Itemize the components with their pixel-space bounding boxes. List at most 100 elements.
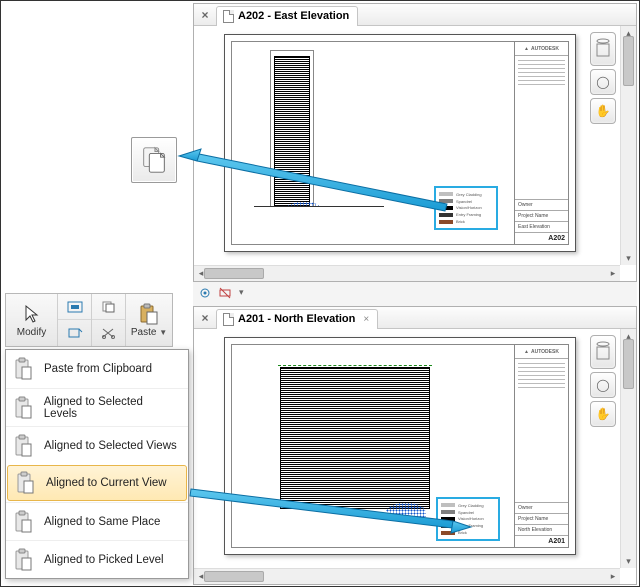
clipboard-icon [12,509,34,535]
copy-icon [139,145,169,175]
chevron-down-icon[interactable]: ▾ [239,287,253,301]
paste-menu-item[interactable]: Aligned to Current View [7,465,187,501]
menu-item-label: Aligned to Selected Views [44,440,177,452]
menu-item-label: Aligned to Picked Level [44,554,164,566]
scrollbar-horizontal[interactable]: ◂▸ [194,265,620,281]
legend-label: Spandrel [456,199,472,204]
owner-label: Owner [515,200,568,211]
sheet-icon [223,313,234,326]
legend-row: Brick [439,219,493,224]
modify-tool[interactable]: Modify [6,294,58,346]
legend-label: Vision/Horizon [458,516,484,521]
legend-swatch [439,206,453,210]
legend-highlight[interactable]: Grey Cladding SpandrelVision/Horizon Entry… [436,497,500,541]
project-name: Project Name [515,514,568,525]
scrollbar-horizontal[interactable]: ◂▸ [194,568,620,584]
legend-label: Grey Cladding [456,192,482,197]
drawing-sheet: ▲ AUTODESK Owner Project Name East Eleva… [224,34,576,252]
tab-a201[interactable]: A201 - North Elevation × [216,309,378,329]
paste-menu-item[interactable]: Aligned to Selected Levels [6,388,188,426]
tab-title: A201 - North Elevation [238,313,355,325]
reveal-icon[interactable] [219,287,233,301]
canvas-east[interactable]: ▲ AUTODESK Owner Project Name East Eleva… [196,28,618,263]
legend-label: Entry Framing [458,523,483,528]
paste-split-button[interactable]: Paste ▼ [126,294,172,346]
legend-label: Entry Framing [456,212,481,217]
copy-icon[interactable] [92,294,125,320]
legend-row: Grey Cladding [441,503,495,508]
paste-label: Paste ▼ [131,327,167,338]
clipboard-icon [12,395,34,421]
legend-label: Brick [458,530,467,535]
tab-a202[interactable]: A202 - East Elevation [216,6,358,26]
project-name: Project Name [515,211,568,222]
brand-text: AUTODESK [531,46,559,52]
brand-text: AUTODESK [531,349,559,355]
close-pane-icon[interactable]: × [198,8,212,22]
legend-swatch [441,517,455,521]
view-cube-icon[interactable] [590,32,616,66]
entourage [386,503,426,521]
view-pane-east: × A202 - East Elevation ▲ AUTODESK [193,3,637,282]
select-toggle-group [58,294,92,346]
view-name: East Elevation [515,222,568,233]
paste-menu-item[interactable]: Paste from Clipboard [6,350,188,388]
legend-label: Vision/Horizon [456,205,482,210]
legend-label: Brick [456,219,465,224]
clipboard-icon [12,356,34,382]
navigation-bar: ◯ ✋ [590,335,616,430]
steering-wheel-icon[interactable]: ◯ [590,372,616,398]
scrollbar-vertical[interactable]: ▴▾ [620,329,636,568]
pan-icon[interactable]: ✋ [590,401,616,427]
ground-line [254,206,384,220]
pan-icon[interactable]: ✋ [590,98,616,124]
steering-wheel-icon[interactable]: ◯ [590,69,616,95]
legend-swatch [439,213,453,217]
autodesk-logo: ▲ AUTODESK [515,42,568,56]
select-pinned-icon[interactable] [58,320,91,346]
close-tab-icon[interactable]: × [363,314,369,325]
view-cube-icon[interactable] [590,335,616,369]
legend-row: Vision/Horizon [439,205,493,210]
ribbon-clipboard-panel: Modify Paste ▼ [5,293,173,347]
autodesk-logo: ▲ AUTODESK [515,345,568,359]
copy-command-callout [131,137,177,183]
legend-highlight[interactable]: Grey Cladding SpandrelVision/Horizon Entry… [434,186,498,230]
legend-swatch [441,510,455,514]
legend-swatch [441,524,455,528]
legend-swatch [441,503,455,507]
modify-label: Modify [17,327,46,338]
legend-row: Entry Framing [441,523,495,528]
scrollbar-vertical[interactable]: ▴▾ [620,26,636,265]
paste-dropdown-menu: Paste from ClipboardAligned to Selected … [5,349,189,579]
sheet-number: A201 [515,536,568,547]
paste-menu-item[interactable]: Aligned to Picked Level [6,540,188,578]
building-elevation [274,56,310,206]
view-pane-north: × A201 - North Elevation × ▲ AUTODESK O [193,306,637,585]
clipboard-icons [92,294,126,346]
legend-row: Vision/Horizon [441,516,495,521]
paste-text: Paste [131,327,157,338]
view-name: North Elevation [515,525,568,536]
cut-icon[interactable] [92,320,125,346]
legend-swatch [439,199,453,203]
canvas-north[interactable]: ▲ AUTODESK Owner Project Name North Elev… [196,331,618,566]
select-links-icon[interactable] [58,294,91,320]
paste-icon [137,302,161,326]
close-pane-icon[interactable]: × [198,311,212,325]
tab-title: A202 - East Elevation [238,10,349,22]
tab-strip: × A202 - East Elevation [194,4,636,26]
legend-row: Spandrel [441,510,495,515]
navigation-bar: ◯ ✋ [590,32,616,127]
hide-icon[interactable] [199,287,213,301]
legend-row: Grey Cladding [439,192,493,197]
legend-row: Entry Framing [439,212,493,217]
cursor-icon [20,302,44,326]
paste-menu-item[interactable]: Aligned to Selected Views [6,426,188,464]
clipboard-icon [12,547,34,573]
legend-swatch [441,531,455,535]
paste-menu-item[interactable]: Aligned to Same Place [6,502,188,540]
legend-swatch [439,220,453,224]
title-block: ▲ AUTODESK Owner Project Name North Elev… [514,345,568,547]
clipboard-icon [14,470,36,496]
